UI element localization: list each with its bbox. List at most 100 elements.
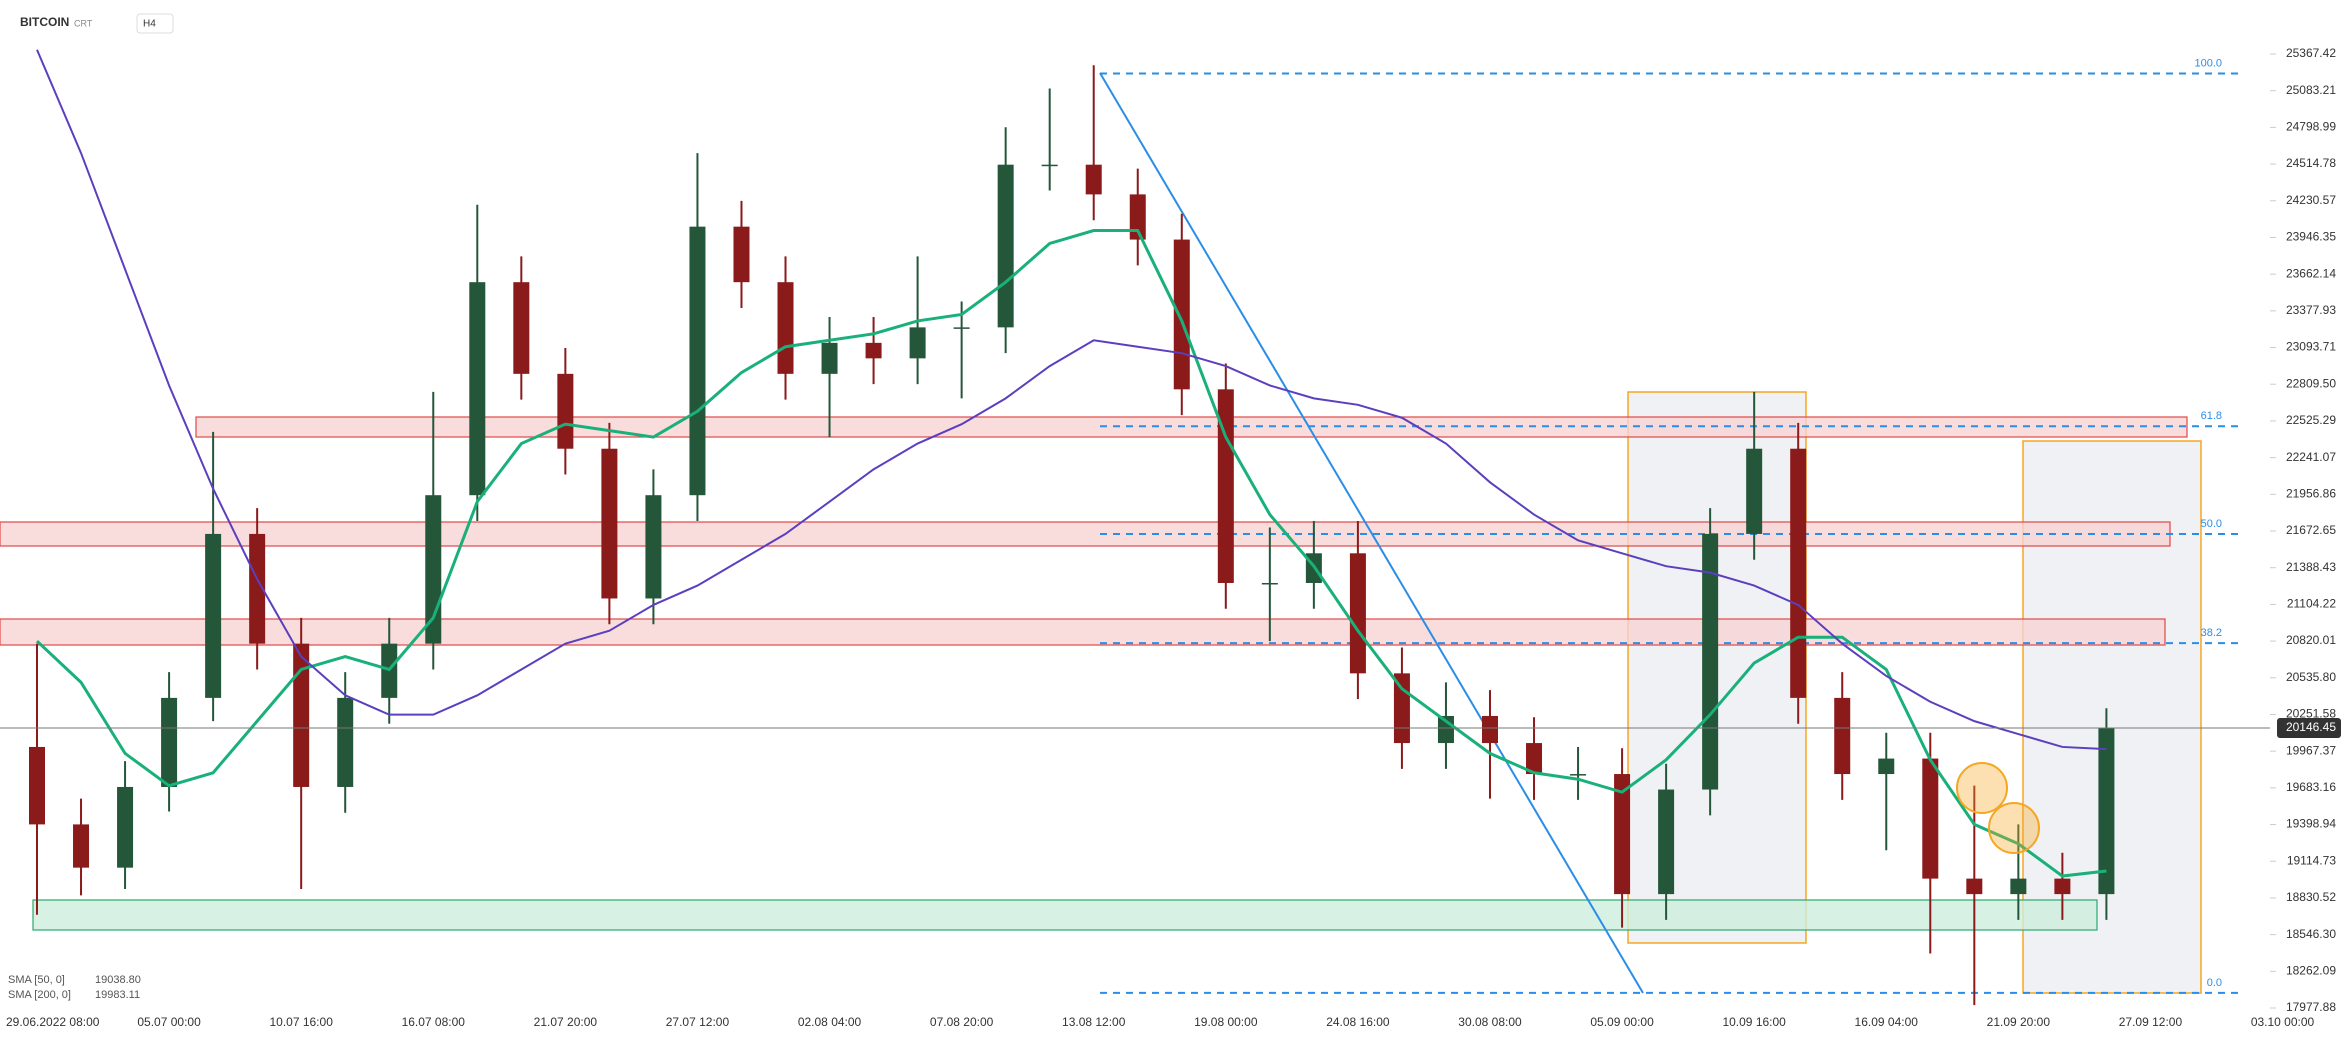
candle-body [1261,582,1278,585]
y-tick-label: 20535.80 [2286,670,2336,684]
y-tick-label: 20251.58 [2286,707,2336,721]
y-tick-label: 23946.35 [2286,230,2336,244]
x-tick-label: 13.08 12:00 [1062,1015,1126,1029]
y-tick-label: 21956.86 [2286,486,2336,500]
timeframe[interactable]: H4 [143,19,156,30]
last-price-label: 20146.45 [2286,720,2336,734]
candle-body [821,342,838,374]
candle-body [909,327,926,359]
legend-value: 19038.80 [95,974,141,986]
candle-body [205,533,222,698]
candle-body [2054,878,2071,895]
y-tick-label: 24798.99 [2286,120,2336,134]
x-tick-label: 16.07 08:00 [402,1015,466,1029]
x-tick-label: 05.09 00:00 [1590,1015,1654,1029]
candle-body [117,786,134,868]
candle-body [601,448,618,599]
candle-body [1834,697,1851,775]
y-tick-label: 25083.21 [2286,83,2336,97]
candle-body [1349,553,1366,674]
candle-body [469,282,486,496]
y-tick-label: 23377.93 [2286,303,2336,317]
candle-body [1614,774,1631,895]
symbol-type[interactable]: CRT [74,18,93,28]
y-tick-label: 18262.09 [2286,963,2336,977]
trend-line [1099,72,1644,994]
sma-line [35,229,2107,878]
y-tick-label: 21104.22 [2287,597,2336,611]
y-tick-label: 18546.30 [2286,927,2336,941]
candle-body [1878,758,1895,775]
x-tick-label: 24.08 16:00 [1326,1015,1390,1029]
x-tick-label: 16.09 04:00 [1855,1015,1919,1029]
highlight-circle [1988,802,2040,854]
candle-body [1966,878,1983,895]
candle-body [29,746,45,825]
x-tick-label: 05.07 00:00 [137,1015,201,1029]
candle-body [1922,758,1939,879]
candle-body [997,164,1014,328]
last-price-box [2277,718,2341,739]
plot: 100.0 61.8 50.0 38.2 0.0 [29,49,2238,1006]
x-tick-label: 27.09 12:00 [2119,1015,2183,1029]
candle-body [1526,743,1543,775]
candle-body [161,697,178,787]
fib-label: 100.0 [2194,57,2222,69]
candle-body [73,824,90,868]
candle-body [1217,389,1234,583]
timeframe-box[interactable] [136,13,174,34]
candle-body [249,533,266,644]
candle-body [2010,878,2027,895]
candle-body [1481,715,1498,744]
y-tick-label: 19114.73 [2287,853,2336,867]
candle-body [557,373,574,449]
candle-body [1658,789,1675,895]
y-tick-label: 23662.14 [2286,266,2336,280]
sma-line [36,49,2107,751]
y-tick-label: 24514.78 [2286,156,2336,170]
x-tick-label: 30.08 08:00 [1458,1015,1522,1029]
highlight-circle [1956,762,2008,814]
x-tick-label: 27.07 12:00 [666,1015,730,1029]
support-zone [32,899,2098,931]
y-tick-label: 25367.42 [2286,46,2336,60]
candle-body [865,342,882,359]
candle-body [337,697,354,787]
y-tick-label: 24230.57 [2286,193,2336,207]
y-tick-label: 19683.16 [2286,780,2336,794]
candle-body [425,495,442,644]
drawings [0,72,2202,994]
legend-entry: SMA [200, 0] [8,989,71,1001]
legend-entry: SMA [50, 0] [8,974,65,986]
candle-body [1570,774,1587,776]
candle-body [777,282,794,374]
y-tick-label: 21672.65 [2286,523,2336,537]
y-tick-label: 17977.88 [2286,1000,2336,1014]
fib-label: 50.0 [2201,518,2222,530]
x-tick-label: 10.07 16:00 [269,1015,333,1029]
candle-body [513,282,530,374]
x-tick-label: 21.07 20:00 [534,1015,598,1029]
fib-label: 0.0 [2207,977,2222,989]
highlights [1956,762,2040,854]
candle-body [1041,164,1058,167]
candle-body [1173,239,1190,390]
x-tick-label: 21.09 20:00 [1987,1015,2051,1029]
candle-body [953,327,970,329]
y-tick-label: 23093.71 [2286,340,2336,354]
y-tick-label: 19398.94 [2286,817,2336,831]
fib-label: 61.8 [2201,410,2222,422]
x-tick-label: 29.06.2022 08:00 [6,1015,100,1029]
legend-value: 19983.11 [95,989,140,1001]
x-tick-label: 07.08 20:00 [930,1015,994,1029]
candle-body [689,226,706,496]
y-tick-label: 19967.37 [2286,743,2336,757]
candle-body [733,226,750,283]
candle-body [1746,448,1763,534]
y-tick-label: 22241.07 [2286,450,2336,464]
candle-body [1790,448,1807,698]
candle-body [2098,728,2115,895]
x-tick-label: 02.08 04:00 [798,1015,862,1029]
candle-body [1129,194,1146,240]
